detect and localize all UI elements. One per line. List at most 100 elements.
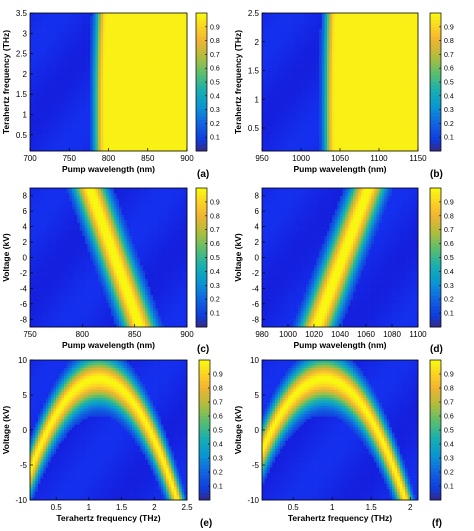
heatmap-cell — [161, 40, 164, 43]
heatmap-cell — [350, 45, 353, 48]
heatmap-cell — [106, 16, 109, 19]
heatmap-cell — [59, 69, 62, 72]
heatmap-cell — [309, 24, 312, 27]
heatmap-cell — [82, 98, 85, 101]
heatmap-cell — [64, 53, 67, 56]
heatmap-cell — [88, 32, 91, 35]
heatmap-cell — [158, 77, 161, 80]
heatmap-cell — [163, 90, 166, 93]
heatmap-cell — [116, 135, 119, 138]
heatmap-cell — [111, 98, 114, 101]
heatmap-cell — [340, 16, 343, 19]
heatmap-cell — [54, 53, 57, 56]
heatmap-cell — [283, 132, 286, 135]
heatmap-cell — [267, 77, 270, 80]
heatmap-cell — [40, 16, 43, 19]
heatmap-cell — [111, 45, 114, 48]
heatmap-cell — [116, 117, 119, 120]
heatmap-cell — [296, 45, 299, 48]
heatmap-cell — [80, 132, 83, 135]
heatmap-cell — [33, 61, 36, 64]
heatmap-cell — [301, 16, 304, 19]
heatmap-cell — [106, 55, 109, 58]
heatmap-cell — [278, 79, 281, 82]
heatmap-cell — [33, 95, 36, 98]
heatmap-cell — [82, 40, 85, 43]
heatmap-cell — [56, 18, 59, 21]
x-tick-label: 850 — [141, 154, 155, 163]
heatmap-cell — [61, 101, 64, 104]
heatmap-cell — [324, 143, 327, 146]
colorbar-swatch — [196, 99, 207, 103]
heatmap-cell — [330, 122, 333, 125]
heatmap-cell — [116, 103, 119, 106]
heatmap-cell — [145, 119, 148, 122]
heatmap-cell — [306, 135, 309, 138]
heatmap-cell — [340, 117, 343, 120]
heatmap-cell — [109, 61, 112, 64]
heatmap-cell — [324, 24, 327, 27]
heatmap-cell — [332, 26, 335, 29]
heatmap-cell — [111, 138, 114, 141]
heatmap-cell — [80, 37, 83, 40]
heatmap-cell — [140, 53, 143, 56]
heatmap-cell — [171, 130, 174, 133]
heatmap-cell — [161, 127, 164, 130]
heatmap-cell — [337, 45, 340, 48]
heatmap-cell — [61, 114, 64, 117]
heatmap-cell — [319, 58, 322, 61]
heatmap-cell — [319, 87, 322, 90]
heatmap-cell — [153, 98, 156, 101]
heatmap-cell — [54, 140, 57, 143]
heatmap-cell — [132, 71, 135, 74]
heatmap-cell — [182, 40, 185, 43]
heatmap-cell — [98, 66, 101, 69]
heatmap-cell — [314, 77, 317, 80]
heatmap-cell — [143, 48, 146, 51]
heatmap-cell — [74, 101, 77, 104]
heatmap-cell — [317, 138, 320, 141]
heatmap-cell — [33, 58, 36, 61]
heatmap-cell — [82, 132, 85, 135]
heatmap-cell — [265, 111, 268, 114]
heatmap-cell — [171, 48, 174, 51]
heatmap-cell — [177, 130, 180, 133]
heatmap-cell — [150, 63, 153, 66]
heatmap-cell — [322, 13, 325, 16]
heatmap-cell — [335, 77, 338, 80]
heatmap-cell — [95, 32, 98, 35]
heatmap-cell — [137, 130, 140, 133]
heatmap-cell — [127, 101, 130, 104]
heatmap-cell — [101, 98, 104, 101]
heatmap-cell — [182, 32, 185, 35]
heatmap-cell — [143, 93, 146, 96]
heatmap-cell — [278, 146, 281, 149]
heatmap-cell — [163, 58, 166, 61]
heatmap-cell — [324, 58, 327, 61]
heatmap-cell — [283, 45, 286, 48]
heatmap-cell — [163, 24, 166, 27]
heatmap-cell — [132, 18, 135, 21]
heatmap-cell — [265, 69, 268, 72]
heatmap-cell — [288, 48, 291, 51]
heatmap-cell — [174, 42, 177, 45]
heatmap-cell — [95, 69, 98, 72]
heatmap-cell — [116, 119, 119, 122]
heatmap-cell — [158, 13, 161, 16]
heatmap-cell — [343, 132, 346, 135]
heatmap-cell — [267, 13, 270, 16]
heatmap-cell — [317, 61, 320, 64]
heatmap-cell — [127, 40, 130, 43]
heatmap-cell — [90, 40, 93, 43]
heatmap-cell — [85, 95, 88, 98]
heatmap-cell — [179, 13, 182, 16]
heatmap-cell — [46, 71, 49, 74]
heatmap-cell — [61, 55, 64, 58]
heatmap-cell — [156, 66, 159, 69]
heatmap-cell — [67, 95, 70, 98]
colorbar-tick-label: 0.4 — [210, 93, 220, 100]
heatmap-cell — [137, 79, 140, 82]
heatmap-cell — [174, 122, 177, 125]
colorbar-swatch — [196, 34, 207, 38]
heatmap-cell — [122, 53, 125, 56]
